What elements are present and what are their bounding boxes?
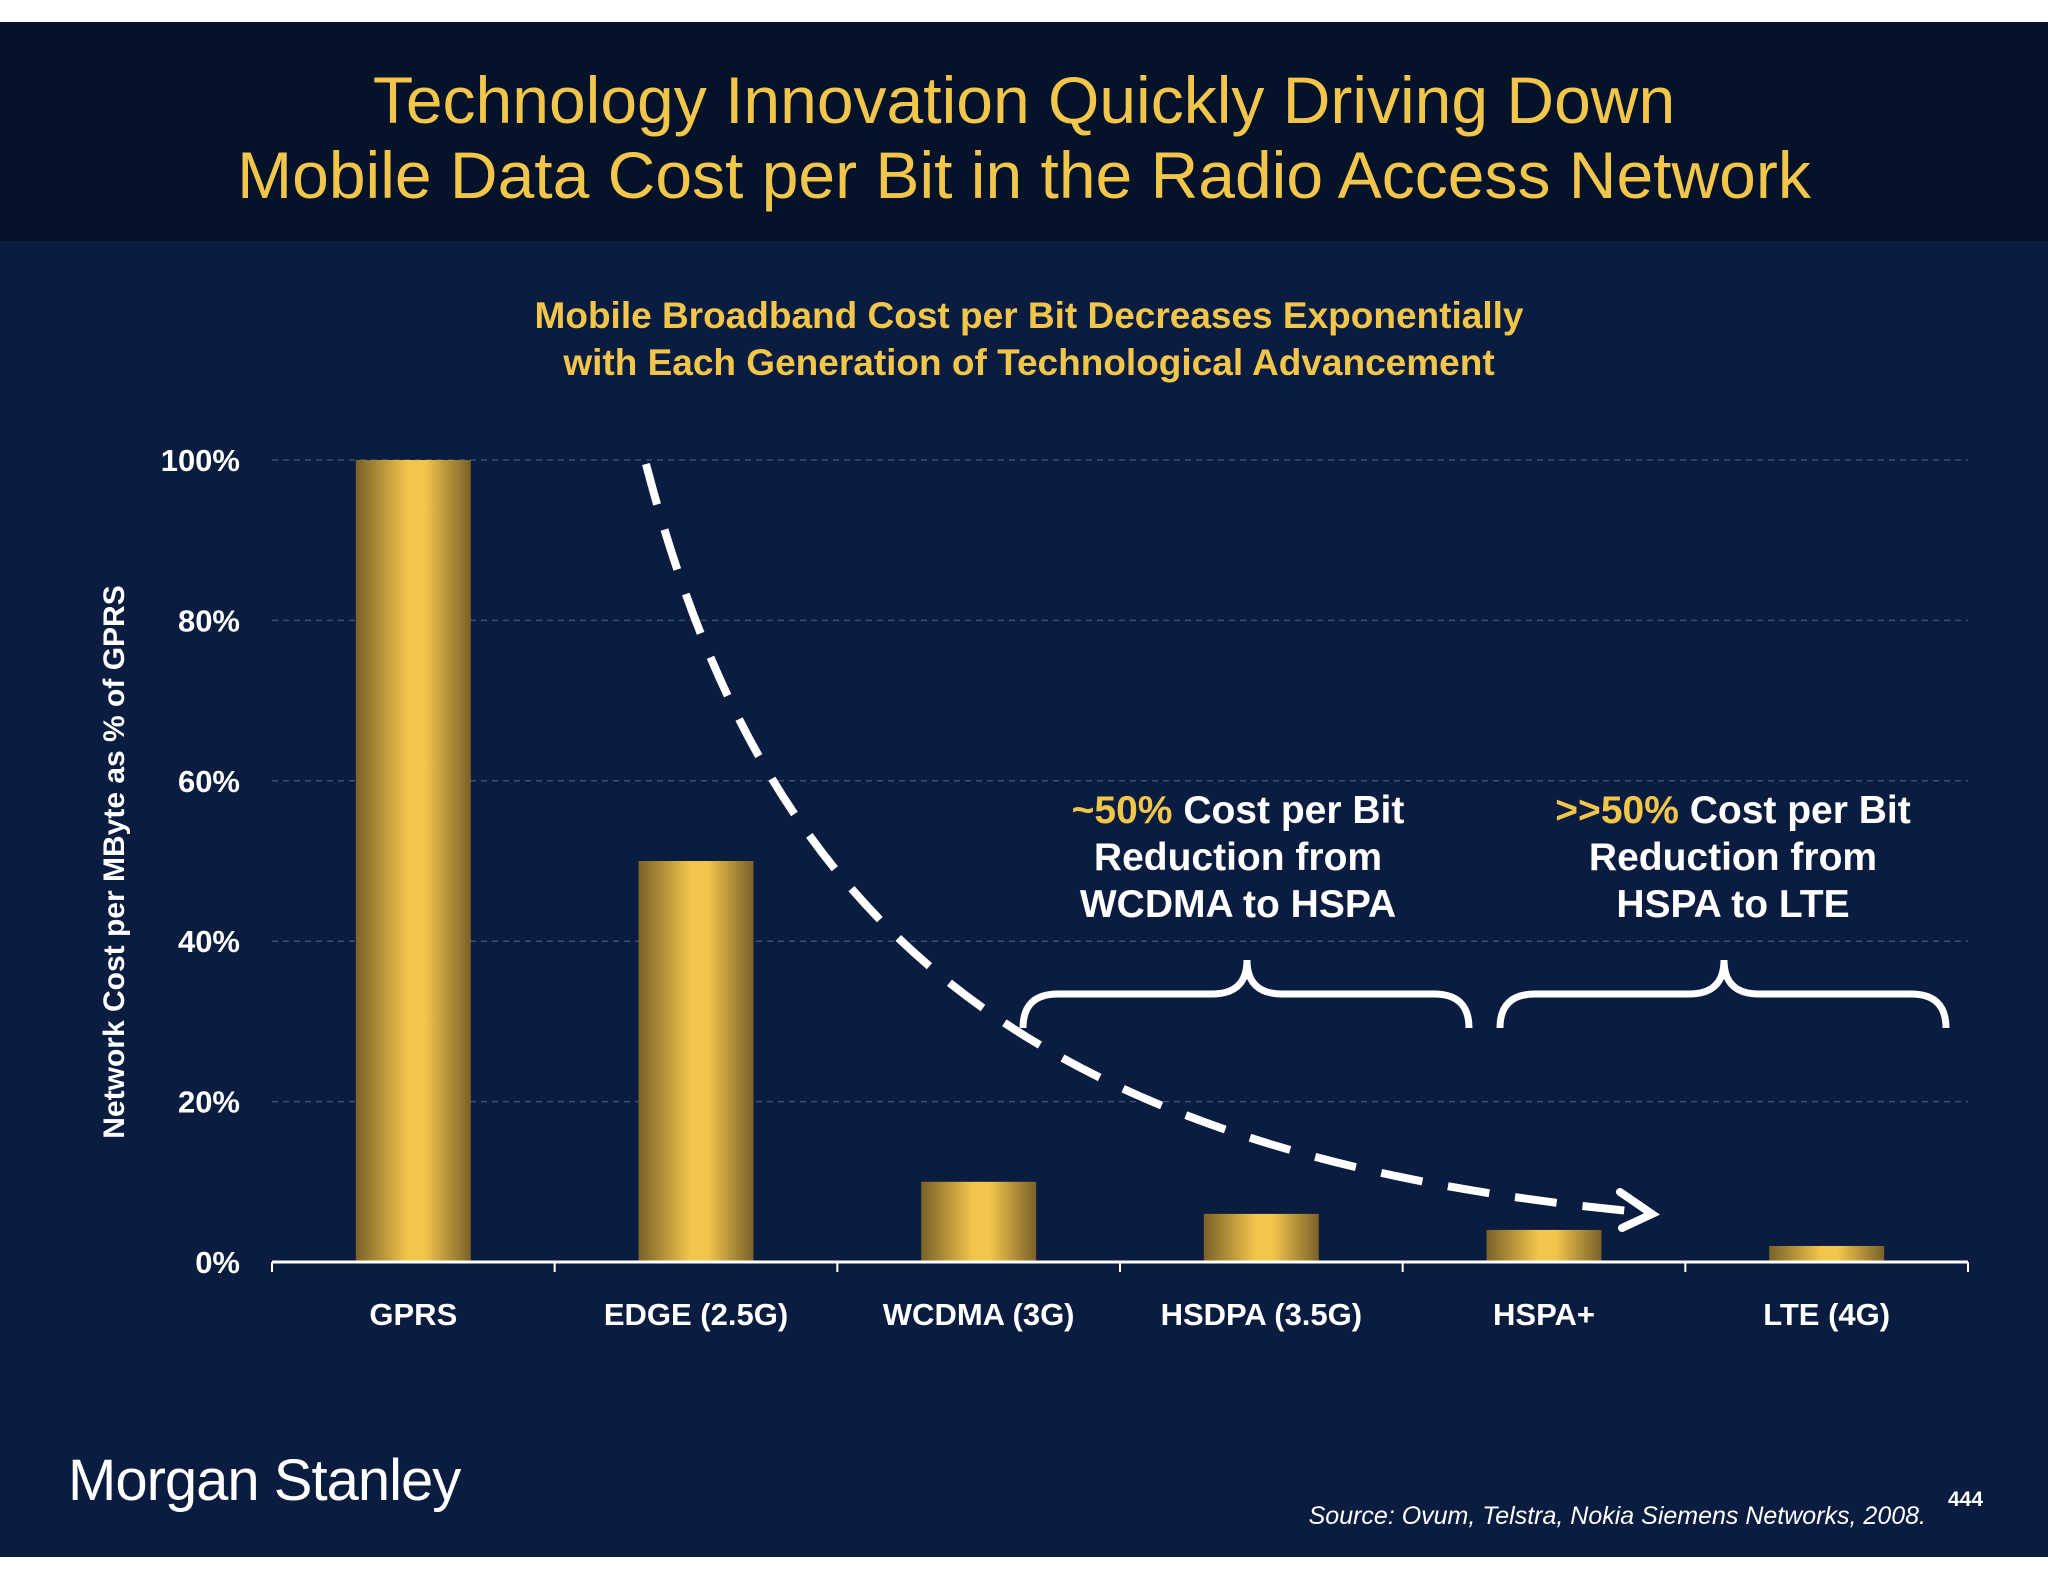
title-line-2: Mobile Data Cost per Bit in the Radio Ac… — [237, 138, 1811, 212]
header: Technology Innovation Quickly Driving Do… — [0, 22, 2048, 241]
x-tick-label: LTE (4G) — [1763, 1297, 1890, 1332]
y-tick-label: 100% — [161, 443, 240, 478]
annotation-1-line-2: Reduction from — [1094, 836, 1382, 879]
brace-1 — [1019, 959, 1473, 1029]
y-tick-label: 40% — [178, 924, 240, 959]
y-axis-title: Network Cost per MByte as % of GPRS — [98, 585, 131, 1138]
bar-0 — [355, 460, 471, 1262]
page-number: 444 — [1948, 1488, 1984, 1511]
bar-5 — [1769, 1245, 1885, 1262]
annotation-2-line-3: HSPA to LTE — [1616, 883, 1849, 926]
bar-4 — [1486, 1229, 1602, 1262]
bar-1 — [638, 861, 754, 1262]
trend-arrow-head — [1616, 1188, 1661, 1232]
y-tick-label: 20% — [178, 1085, 240, 1120]
y-tick-label: 60% — [178, 764, 240, 799]
x-tick-label: WCDMA (3G) — [883, 1297, 1075, 1332]
annotation-2-line-1: >>50% Cost per Bit — [1555, 789, 1910, 832]
y-tick-label: 80% — [178, 603, 240, 638]
source-note: Source: Ovum, Telstra, Nokia Siemens Net… — [1308, 1502, 1926, 1530]
morgan-stanley-logo: Morgan Stanley — [68, 1448, 461, 1513]
chart-title-line-1: Mobile Broadband Cost per Bit Decreases … — [534, 295, 1524, 336]
slide: Technology Innovation Quickly Driving Do… — [0, 22, 2048, 1557]
brace-2 — [1496, 959, 1950, 1029]
annotation-1-line-1: ~50% Cost per Bit — [1072, 789, 1405, 832]
y-tick-label: 0% — [195, 1245, 240, 1280]
x-tick-label: HSDPA (3.5G) — [1161, 1297, 1363, 1332]
title-line-1: Technology Innovation Quickly Driving Do… — [372, 63, 1676, 137]
annotation-2-line-2: Reduction from — [1589, 836, 1877, 879]
x-tick-label: GPRS — [369, 1297, 457, 1332]
bar-3 — [1203, 1213, 1319, 1262]
x-tick-label: EDGE (2.5G) — [604, 1297, 788, 1332]
chart-title-line-2: with Each Generation of Technological Ad… — [563, 342, 1495, 383]
annotation-1-line-3: WCDMA to HSPA — [1080, 883, 1396, 926]
bar-chart: 0% 20% 40% 60% 80% 100% GPRS EDGE (2.5G) WCDMA (… — [98, 443, 1969, 1332]
x-tick-label: HSPA+ — [1493, 1297, 1595, 1332]
bar-2 — [921, 1181, 1037, 1262]
